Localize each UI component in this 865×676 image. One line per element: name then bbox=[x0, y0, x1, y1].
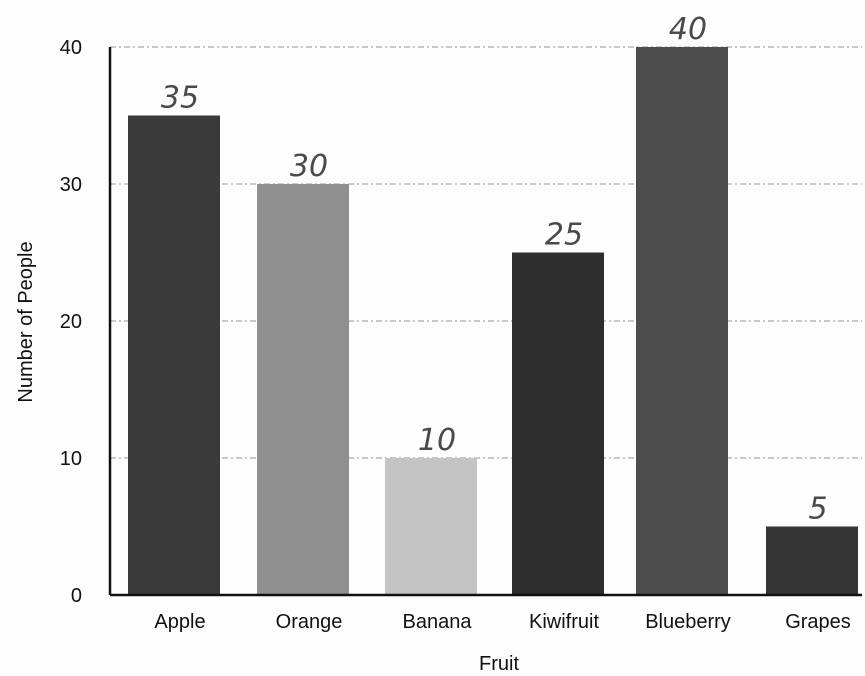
data-label-kiwifruit: 25 bbox=[545, 218, 583, 253]
bar-kiwifruit bbox=[512, 252, 604, 595]
data-label-orange: 30 bbox=[290, 149, 328, 184]
y-tick-label: 0 bbox=[71, 585, 82, 607]
bar-grapes bbox=[766, 526, 858, 595]
x-tick-labels: Apple Orange Banana Kiwifruit Blueberry Grape… bbox=[154, 611, 850, 633]
data-label-banana: 10 bbox=[418, 423, 456, 458]
data-labels: 35 30 10 25 40 5 bbox=[161, 12, 828, 527]
data-label-blueberry: 40 bbox=[669, 12, 707, 47]
y-tick-label: 20 bbox=[60, 311, 82, 333]
bar-blueberry bbox=[636, 47, 728, 595]
x-tick-label-blueberry: Blueberry bbox=[645, 611, 731, 633]
x-axis-title: Fruit bbox=[479, 653, 519, 675]
bar-orange bbox=[257, 184, 349, 595]
bars bbox=[128, 47, 858, 595]
y-axis-title: Number of People bbox=[15, 241, 37, 402]
x-tick-label-apple: Apple bbox=[154, 611, 205, 633]
y-tick-label: 40 bbox=[60, 37, 82, 59]
y-tick-labels: 0 10 20 30 40 bbox=[60, 37, 82, 607]
bar-apple bbox=[128, 115, 220, 595]
bar-banana bbox=[385, 458, 477, 595]
data-label-apple: 35 bbox=[161, 81, 199, 116]
data-label-grapes: 5 bbox=[808, 492, 827, 527]
y-tick-label: 30 bbox=[60, 174, 82, 196]
x-tick-label-orange: Orange bbox=[276, 611, 343, 633]
y-tick-label: 10 bbox=[60, 448, 82, 470]
x-tick-label-grapes: Grapes bbox=[785, 611, 851, 633]
x-tick-label-banana: Banana bbox=[403, 611, 473, 633]
x-tick-label-kiwifruit: Kiwifruit bbox=[529, 611, 599, 633]
gridlines bbox=[110, 46, 862, 459]
axes bbox=[108, 47, 862, 597]
